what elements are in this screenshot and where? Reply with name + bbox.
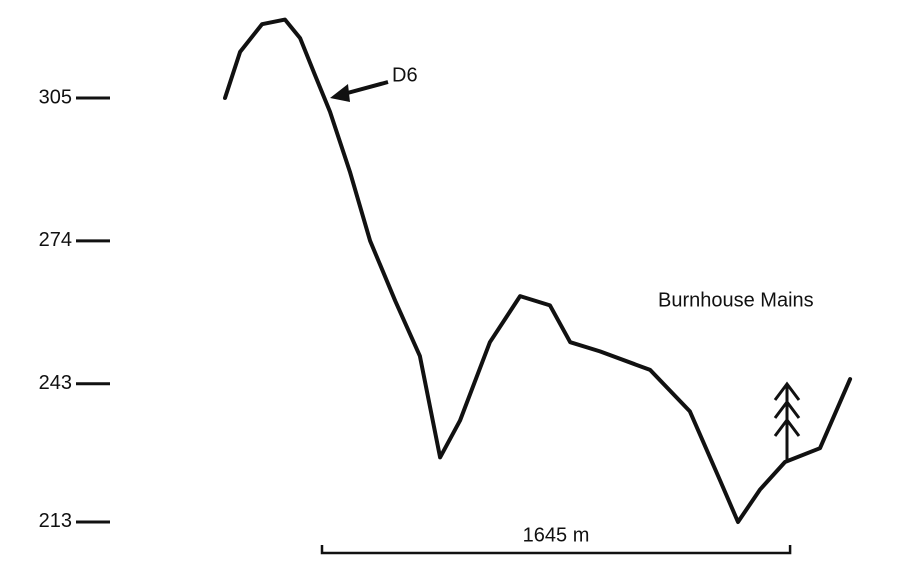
annotation-label: Burnhouse Mains [658,289,814,311]
y-tick-label: 305 [39,86,72,108]
y-tick-label: 243 [39,372,72,394]
annotation-label: D6 [392,64,418,86]
tree-icon [773,381,801,462]
arrow-head [330,84,350,102]
scale-bar-label: 1645 m [523,524,590,546]
y-tick-label: 274 [39,229,72,251]
scale-bar [320,545,792,555]
profile-line [223,17,853,524]
y-tick-label: 213 [39,510,72,532]
